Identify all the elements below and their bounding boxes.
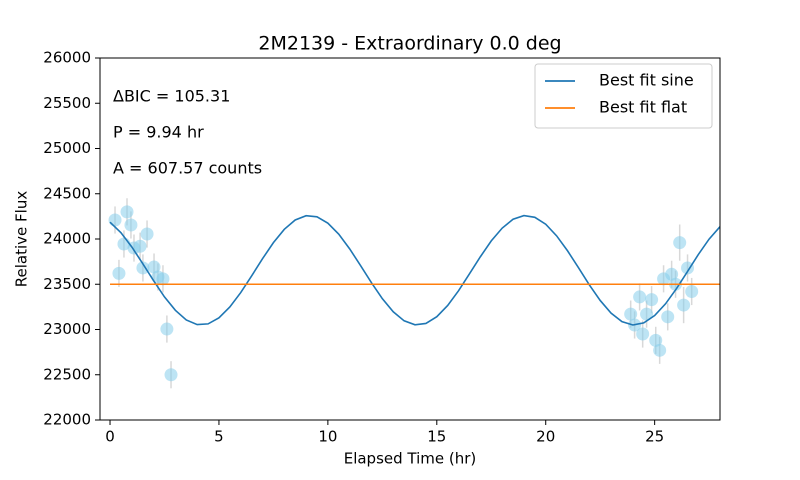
data-point	[665, 267, 679, 281]
data-point	[653, 343, 667, 357]
data-point	[649, 333, 663, 347]
y-tick-label: 24500	[43, 184, 91, 202]
data-point	[140, 227, 154, 241]
y-tick-label: 22000	[43, 411, 91, 429]
plot-frame	[99, 57, 721, 421]
chart-title: 2M2139 - Extraordinary 0.0 deg	[258, 33, 561, 55]
data-point	[124, 218, 138, 232]
data-point	[685, 284, 699, 298]
y-tick-label: 22500	[43, 365, 91, 383]
data-point	[164, 368, 178, 382]
x-tick-label: 25	[645, 428, 664, 446]
annotation: ΔBIC = 105.31	[113, 87, 230, 106]
legend-label: Best fit sine	[599, 71, 694, 90]
y-tick-label: 23500	[43, 275, 91, 293]
data-point	[673, 236, 687, 250]
x-tick-label: 15	[427, 428, 446, 446]
y-tick-label: 23000	[43, 320, 91, 338]
x-tick-label: 20	[536, 428, 555, 446]
data-point	[133, 239, 147, 253]
data-point	[160, 322, 174, 336]
fit-line	[109, 214, 721, 326]
data-point	[633, 290, 647, 304]
data-point	[677, 298, 691, 312]
data-point	[136, 261, 150, 275]
data-point	[112, 266, 126, 280]
legend-label: Best fit flat	[599, 98, 687, 117]
data-point	[645, 293, 659, 307]
data-point	[640, 307, 654, 321]
data-point	[624, 307, 638, 321]
x-axis-label: Elapsed Time (hr)	[344, 450, 477, 468]
data-point	[147, 260, 161, 274]
y-tick-label: 25500	[43, 94, 91, 112]
data-point	[636, 327, 650, 341]
annotation: P = 9.94 hr	[113, 123, 204, 142]
y-tick-label: 25000	[43, 139, 91, 157]
y-axis-label: Relative Flux	[13, 191, 31, 288]
data-point	[661, 310, 675, 324]
data-point	[681, 261, 695, 275]
annotation: A = 607.57 counts	[113, 159, 262, 178]
y-tick-label: 24000	[43, 230, 91, 248]
x-tick-label: 10	[318, 428, 337, 446]
data-point	[108, 213, 122, 227]
x-tick-label: 0	[105, 428, 115, 446]
legend-box	[534, 63, 713, 129]
x-tick-label: 5	[214, 428, 224, 446]
data-point	[120, 205, 134, 219]
data-point	[156, 272, 170, 286]
y-tick-label: 26000	[43, 49, 91, 67]
